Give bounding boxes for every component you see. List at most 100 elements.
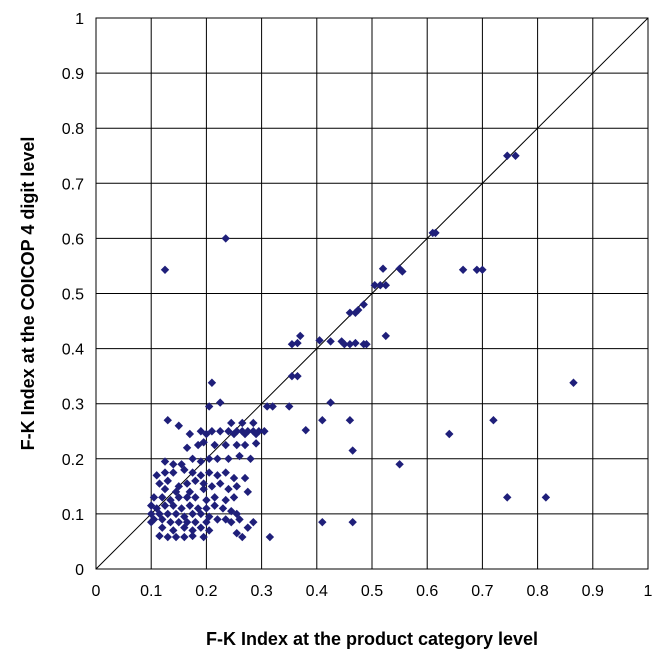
data-point — [301, 425, 310, 435]
data-point — [204, 526, 214, 535]
data-point — [221, 515, 230, 524]
data-point — [229, 429, 239, 439]
y-tick-label: 0.1 — [62, 507, 84, 524]
x-tick-label: 0.6 — [416, 583, 438, 600]
data-point — [254, 427, 264, 436]
data-point — [174, 517, 183, 527]
data-point — [445, 429, 454, 439]
data-point — [188, 468, 197, 477]
data-point — [262, 402, 272, 411]
data-point — [224, 454, 233, 463]
data-point — [182, 517, 192, 527]
data-point — [158, 523, 167, 532]
data-point — [180, 532, 189, 542]
data-point — [287, 371, 297, 381]
data-point — [177, 460, 186, 469]
data-point — [196, 523, 206, 532]
x-tick-label: 0.8 — [526, 583, 548, 600]
data-point — [318, 416, 327, 425]
data-point — [351, 338, 360, 348]
data-point — [489, 416, 498, 425]
data-point — [188, 509, 197, 519]
data-point — [345, 339, 355, 349]
y-tick-label: 0 — [75, 562, 84, 579]
data-point — [381, 331, 390, 341]
data-point — [196, 509, 206, 519]
data-point — [204, 512, 214, 521]
data-point — [169, 468, 178, 477]
data-point — [210, 440, 219, 450]
data-point — [171, 509, 181, 519]
data-point — [163, 476, 172, 486]
data-point — [232, 528, 241, 538]
data-point — [249, 418, 258, 428]
data-point — [188, 454, 197, 463]
data-point — [213, 515, 222, 524]
data-point — [163, 532, 172, 542]
x-axis-tick-labels: 0 0.1 0.2 0.3 0.4 0.5 0.6 0.7 0.8 0.9 1 — [92, 583, 653, 600]
x-tick-label: 0.2 — [195, 583, 217, 600]
y-tick-label: 0.6 — [62, 231, 84, 248]
data-point — [351, 308, 360, 317]
data-point — [541, 493, 551, 502]
data-point — [240, 473, 250, 483]
y-tick-label: 0.2 — [62, 452, 84, 469]
data-point — [149, 515, 159, 524]
data-point — [246, 454, 255, 463]
data-point — [204, 454, 214, 463]
x-tick-label: 0.1 — [140, 583, 162, 600]
data-point — [191, 493, 200, 502]
data-point — [149, 493, 159, 502]
x-tick-label: 0.3 — [250, 583, 272, 600]
data-point — [199, 532, 208, 542]
data-point — [232, 482, 241, 491]
data-point — [207, 482, 217, 491]
data-point — [370, 281, 379, 290]
data-point — [243, 487, 252, 497]
data-point — [251, 429, 261, 439]
data-point — [169, 460, 178, 469]
data-point — [182, 443, 192, 452]
data-point — [207, 378, 217, 387]
data-point — [185, 487, 195, 497]
data-point — [348, 517, 357, 527]
data-point — [218, 504, 228, 513]
data-point — [174, 421, 183, 430]
data-point — [160, 501, 170, 510]
data-point — [362, 339, 371, 349]
data-point — [229, 473, 239, 483]
x-tick-label: 0 — [92, 583, 101, 600]
diagonal-reference-line — [95, 17, 649, 570]
data-point — [503, 151, 512, 160]
data-point — [235, 451, 244, 461]
data-point — [232, 509, 241, 519]
data-point — [227, 506, 236, 516]
data-point — [202, 495, 211, 505]
data-point — [160, 457, 170, 466]
data-point — [249, 517, 258, 527]
data-point — [210, 493, 219, 502]
data-point — [202, 517, 211, 527]
data-point — [395, 460, 404, 469]
data-point — [238, 427, 247, 436]
data-point — [265, 532, 275, 542]
data-point — [191, 517, 200, 527]
data-point — [569, 378, 578, 387]
data-point — [182, 479, 192, 488]
y-tick-label: 0.5 — [62, 287, 84, 304]
data-point — [155, 479, 164, 488]
data-point — [227, 517, 236, 527]
x-tick-label: 0.4 — [306, 583, 328, 600]
data-point — [158, 493, 167, 502]
data-point — [171, 532, 181, 542]
data-point — [199, 484, 208, 494]
data-point — [345, 308, 355, 317]
data-point — [503, 493, 512, 502]
data-point — [326, 337, 335, 346]
data-point — [152, 504, 161, 513]
data-point — [511, 151, 520, 160]
data-point — [196, 471, 206, 480]
data-point — [238, 532, 247, 542]
data-point — [221, 440, 230, 450]
